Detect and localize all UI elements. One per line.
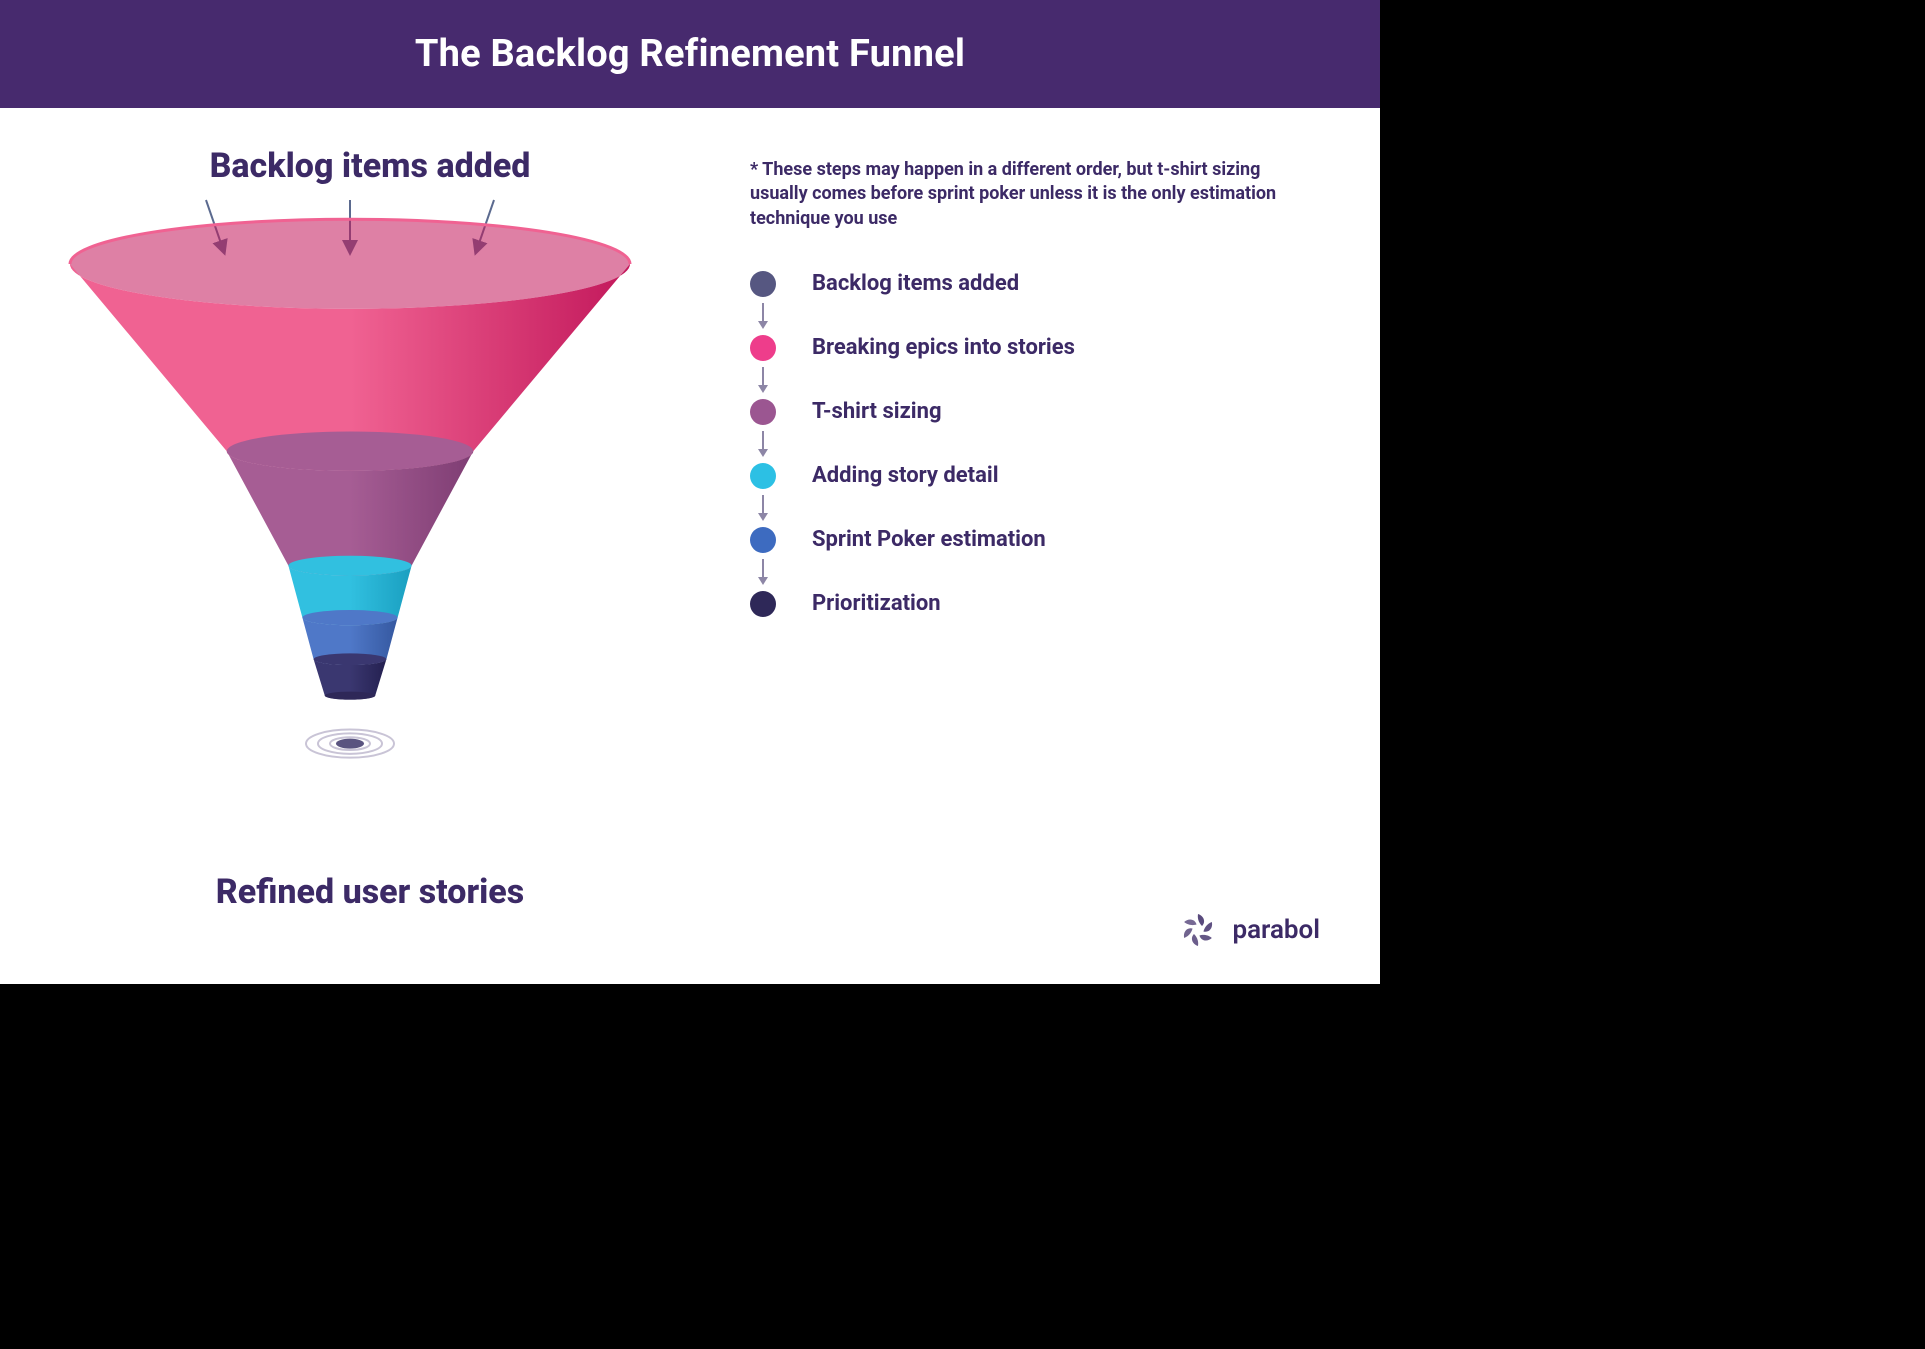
legend-dot-icon [750,591,776,617]
legend-list: Backlog items added Breaking epics into … [750,271,1310,617]
legend-label: T-shirt sizing [812,399,942,424]
legend-footnote: * These steps may happen in a different … [750,158,1310,231]
funnel-top-label: Backlog items added [40,146,700,186]
down-arrow-icon [750,553,776,591]
legend-item: Breaking epics into stories [750,335,1310,361]
legend-item: Backlog items added [750,271,1310,297]
down-arrow-icon [750,425,776,463]
down-arrow-icon [750,489,776,527]
stage: The Backlog Refinement Funnel Backlog it… [0,0,1925,1349]
page-title: The Backlog Refinement Funnel [415,32,965,76]
legend-item: Sprint Poker estimation [750,527,1310,553]
legend-item: T-shirt sizing [750,399,1310,425]
legend-dot-icon [750,463,776,489]
funnel-diagram [40,194,700,854]
legend-dot-icon [750,271,776,297]
legend-label: Breaking epics into stories [812,335,1075,360]
legend-dot-icon [750,335,776,361]
legend-label: Prioritization [812,591,941,616]
funnel-bottom-label: Refined user stories [40,872,700,912]
legend-dot-icon [750,527,776,553]
legend-section: * These steps may happen in a different … [750,158,1310,617]
brand-badge: parabol [1178,910,1320,950]
infographic-card: The Backlog Refinement Funnel Backlog it… [0,0,1380,984]
brand-name: parabol [1232,915,1320,945]
down-arrow-icon [750,361,776,399]
legend-label: Adding story detail [812,463,999,488]
down-arrow-icon [750,297,776,335]
legend-label: Backlog items added [812,271,1019,296]
header-bar: The Backlog Refinement Funnel [0,0,1380,108]
funnel-section: Backlog items added Refined user stories [40,128,700,912]
legend-dot-icon [750,399,776,425]
parabol-logo-icon [1178,910,1218,950]
legend-item: Adding story detail [750,463,1310,489]
legend-label: Sprint Poker estimation [812,527,1046,552]
content-body: Backlog items added Refined user stories… [0,108,1380,984]
legend-item: Prioritization [750,591,1310,617]
